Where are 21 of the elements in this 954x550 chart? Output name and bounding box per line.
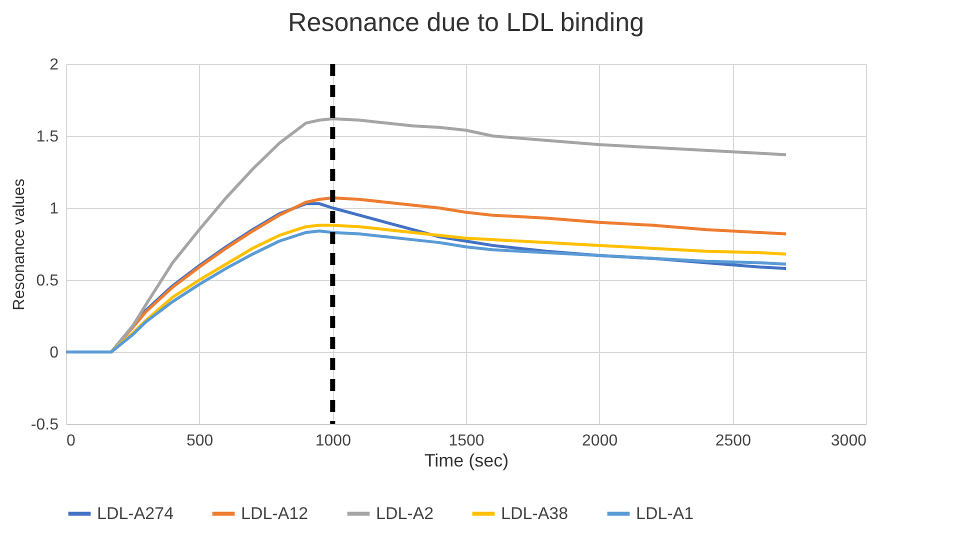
y-tick-label: 2: [50, 56, 59, 74]
y-tick-label: -0.5: [30, 416, 59, 434]
legend-label: LDL-A12: [241, 504, 308, 523]
x-tick-label: 0: [66, 432, 76, 450]
y-tick-label: 1: [50, 200, 59, 218]
x-tick-label: 1000: [315, 432, 352, 450]
x-tick-label: 1500: [448, 432, 484, 450]
legend-label: LDL-A38: [501, 504, 568, 523]
legend-label: LDL-A1: [636, 504, 694, 523]
chart-title: Resonance due to LDL binding: [288, 7, 644, 37]
x-tick-label: 3000: [830, 432, 867, 450]
y-axis-title: Resonance values: [10, 178, 28, 310]
y-tick-label: 0.5: [36, 272, 59, 290]
x-tick-label: 2000: [582, 432, 618, 450]
x-tick-label: 500: [186, 432, 214, 450]
y-tick-label: 1.5: [36, 128, 59, 146]
legend-label: LDL-A2: [376, 504, 434, 523]
x-tick-label: 2500: [715, 432, 752, 450]
y-tick-label: 0: [50, 344, 59, 362]
legend-label: LDL-A274: [97, 504, 174, 523]
x-axis-title: Time (sec): [424, 450, 509, 470]
